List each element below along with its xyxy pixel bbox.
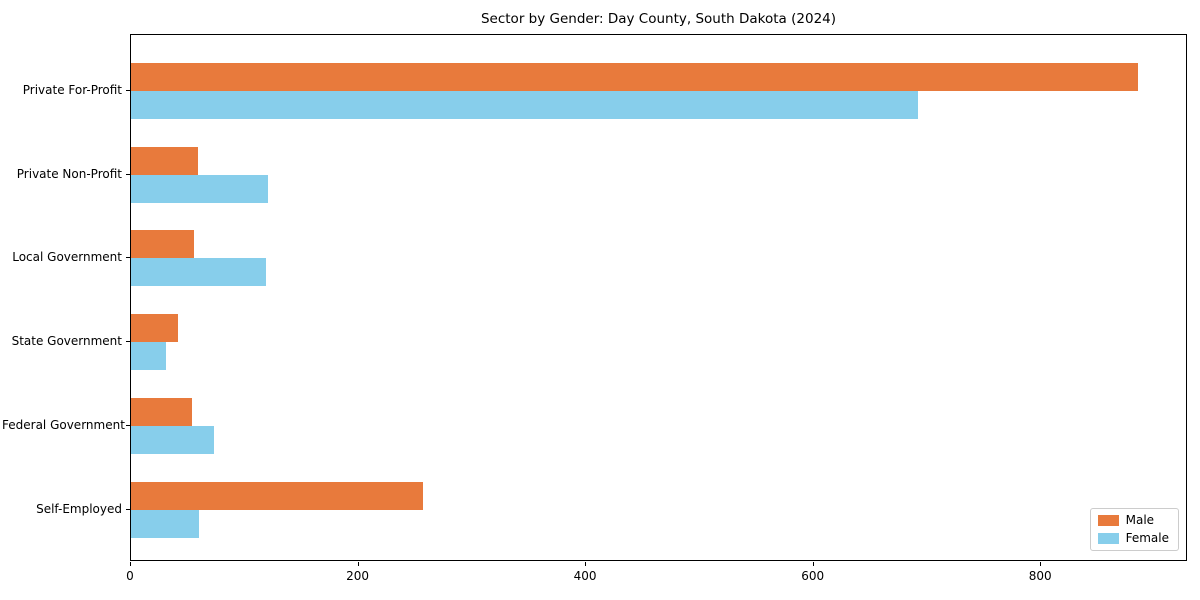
plot-area: Male Female [130,34,1187,561]
bar-female-private-non-profit [131,174,268,203]
ytick-label-self-employed: Self-Employed [36,501,122,516]
legend-swatch-male-icon [1097,515,1119,526]
xtick-mark [130,562,131,566]
xtick-label-0: 0 [126,569,134,583]
xtick-mark [1040,562,1042,566]
bar-female-local-government [131,258,267,287]
legend-entry-female: Female [1097,531,1169,545]
legend-label-male: Male [1125,513,1155,527]
bar-female-federal-government [131,426,215,455]
ytick-label-federal-government: Federal Government [2,418,125,433]
bar-female-self-employed [131,509,200,538]
ytick-label-state-government: State Government [11,334,122,349]
bar-male-private-for-profit [131,62,1138,91]
xtick-mark [357,562,359,566]
xtick-label-600: 600 [801,569,825,583]
bar-female-private-for-profit [131,90,919,119]
ytick-label-private-non-profit: Private Non-Profit [16,166,122,181]
ytick-mark [126,425,130,427]
ytick-mark [126,89,130,91]
chart-title: Sector by Gender: Day County, South Dako… [480,11,837,27]
ytick-label-private-for-profit: Private For-Profit [22,82,122,97]
bar-male-state-government [131,314,178,343]
legend-swatch-female-icon [1097,533,1119,544]
legend-entry-male: Male [1097,513,1169,527]
xtick-label-800: 800 [1028,569,1052,583]
legend-label-female: Female [1125,531,1169,545]
bar-male-local-government [131,230,194,259]
ytick-mark [126,508,130,510]
legend: Male Female [1089,508,1179,551]
ytick-mark [126,341,130,343]
bar-female-state-government [131,342,167,371]
bar-male-self-employed [131,481,424,510]
xtick-label-200: 200 [346,569,369,583]
xtick-mark [585,562,587,566]
ytick-mark [126,257,130,259]
xtick-label-400: 400 [573,569,597,583]
ytick-mark [126,173,130,175]
xtick-mark [812,562,814,566]
bar-male-federal-government [131,398,193,427]
ytick-label-local-government: Local Government [12,250,122,265]
bar-male-private-non-profit [131,146,199,175]
